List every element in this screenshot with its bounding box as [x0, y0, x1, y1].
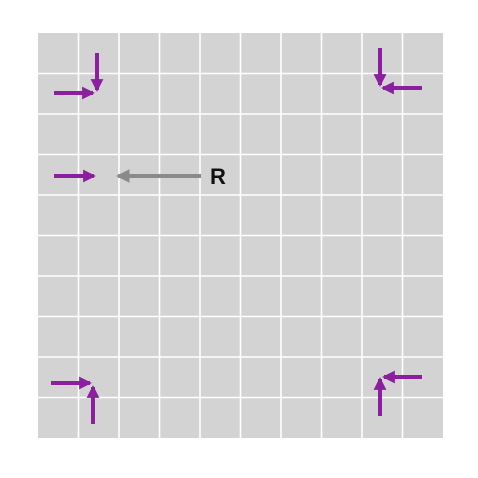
bottom-right-corner-arrows — [373, 370, 422, 416]
top-left-corner-arrows — [54, 53, 104, 100]
grid — [38, 33, 443, 438]
pointer-arrow: R — [115, 164, 226, 189]
bottom-left-corner-arrows — [51, 376, 100, 424]
pointer-label: R — [210, 164, 226, 189]
grid-lines — [38, 33, 443, 438]
top-right-corner-arrows — [373, 48, 422, 95]
